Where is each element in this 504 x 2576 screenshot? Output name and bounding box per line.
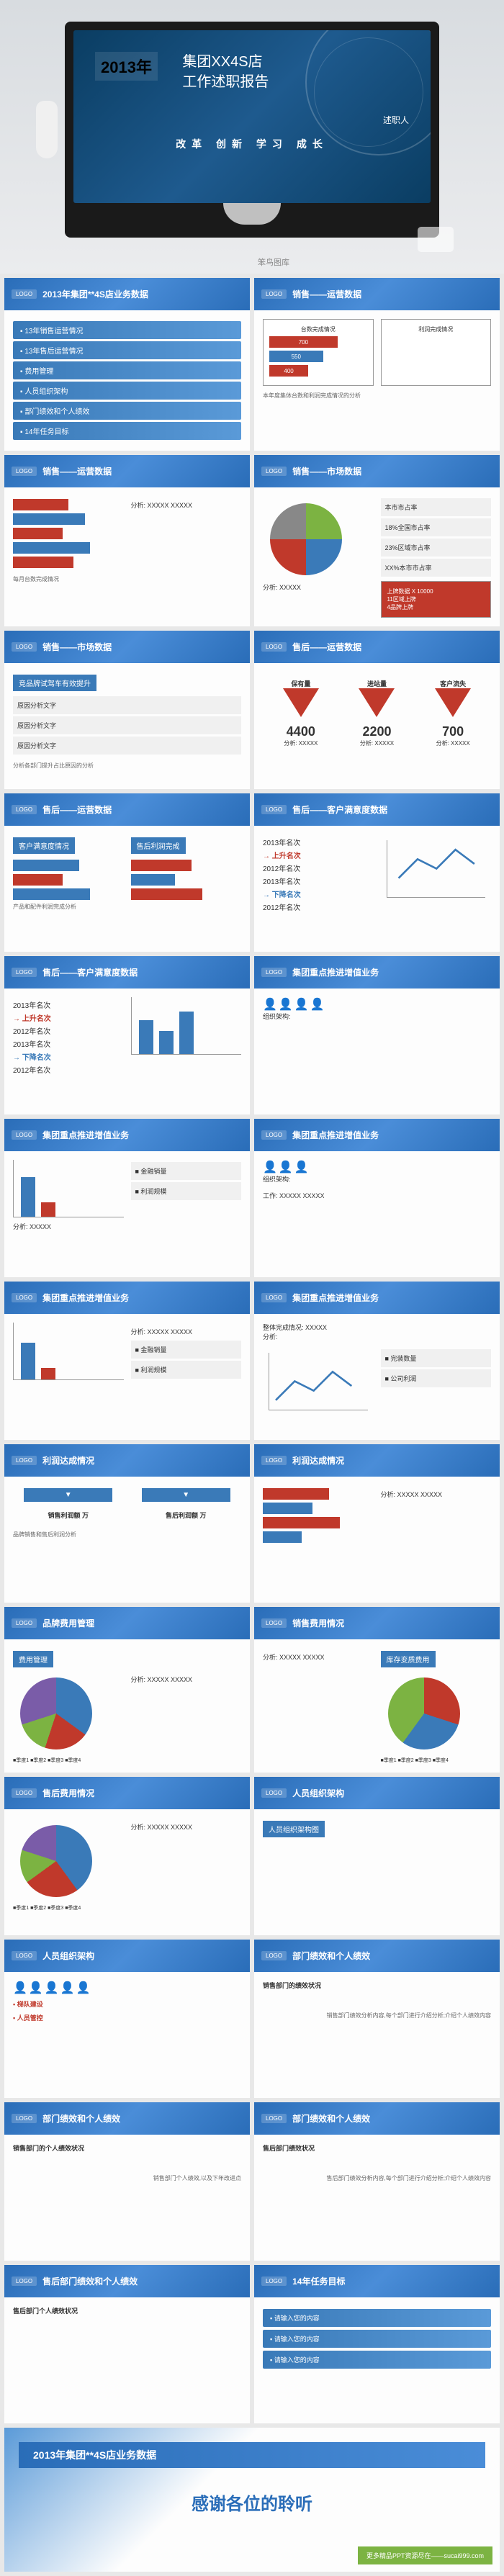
- slide-aftersales-kpi: LOGO售后——运营数据 保有量4400分析: XXXXX进站量2200分析: …: [254, 631, 500, 789]
- toc-item: ▪ 人员组织架构: [13, 382, 241, 400]
- slide-value-1: LOGO集团重点推进增值业务 👤👤👤👤 组织架构:: [254, 956, 500, 1114]
- slide-satisfaction-2: LOGO售后——客户满意度数据 2013年名次→ 上升名次2012年名次2013…: [4, 956, 250, 1114]
- slide-title: 2013年集团**4S店业务数据: [42, 288, 148, 300]
- slide-title: 售后——客户满意度数据: [292, 803, 387, 816]
- slide-title: 销售费用情况: [292, 1617, 344, 1629]
- slide-cost-1: LOGO品牌费用管理 费用管理 ■季度1 ■季度2 ■季度3 ■季度4 分析: …: [4, 1607, 250, 1773]
- toc-item: ▪ 14年任务目标: [13, 422, 241, 440]
- toc-item: ▪ 部门绩效和个人绩效: [13, 402, 241, 420]
- slide-title: 售后——运营数据: [42, 803, 112, 816]
- thanks-text: 感谢各位的聆听: [4, 2490, 500, 2515]
- toc-item: ▪ 费用管理: [13, 361, 241, 379]
- toc-item: ▪ 13年销售运营情况: [13, 321, 241, 339]
- market-pie: [270, 503, 342, 575]
- slide-aftersales-2: LOGO售后——运营数据 客户满意度情况 售后利润完成 产品和配件利润完成分析: [4, 793, 250, 952]
- hero-title: 集团XX4S店 工作述职报告: [182, 52, 269, 92]
- slide-perf-4: LOGO售后部门绩效和个人绩效 售后部门个人绩效状况: [4, 2265, 250, 2423]
- people-icons: 👤👤👤👤: [263, 997, 491, 1012]
- vbar-chart: [13, 1160, 124, 1217]
- slide-sales-data-1: LOGO销售——运营数据 台数完成情况 700550400 利润完成情况 本年度…: [254, 278, 500, 451]
- slide-satisfaction-1: LOGO售后——客户满意度数据 2013年名次→ 上升名次2012年名次2013…: [254, 793, 500, 952]
- slide-value-5: LOGO集团重点推进增值业务 整体完成情况: XXXXX 分析: ■ 完装数量■…: [254, 1282, 500, 1440]
- slide-title: 售后费用情况: [42, 1787, 94, 1799]
- slide-title: 14年任务目标: [292, 2275, 345, 2287]
- slide-title: 人员组织架构: [292, 1787, 344, 1799]
- slide-title: 销售——市场数据: [42, 641, 112, 653]
- slide-goals: LOGO14年任务目标 ▪ 请输入您的内容▪ 请输入您的内容▪ 请输入您的内容: [254, 2265, 500, 2423]
- slide-value-4: LOGO集团重点推进增值业务 分析: XXXXX XXXXX ■ 金融销量■ 利…: [4, 1282, 250, 1440]
- line-chart: [387, 840, 486, 898]
- title-screen: 2013年 集团XX4S店 工作述职报告 述职人 改革 创新 学习 成长: [73, 30, 431, 203]
- hero-section: 2013年 集团XX4S店 工作述职报告 述职人 改革 创新 学习 成长 笨鸟图…: [0, 0, 504, 274]
- vbar-chart: [13, 1323, 124, 1380]
- slide-profit-2: LOGO利润达成情况 分析: XXXXX XXXXX: [254, 1444, 500, 1603]
- slide-perf-3: LOGO部门绩效和个人绩效 售后部门绩效状况售后部门绩效分析内容,每个部门进行介…: [254, 2102, 500, 2261]
- slide-title: 售后部门绩效和个人绩效: [42, 2275, 138, 2287]
- slide-market-1: LOGO销售——市场数据 分析: XXXXX 本市市占率18%全国市占率23%区…: [254, 455, 500, 626]
- slide-title: 利润达成情况: [42, 1454, 94, 1467]
- presenter-label: 述职人: [95, 114, 409, 126]
- toc-item: ▪ 13年售后运营情况: [13, 341, 241, 359]
- slide-toc: LOGO 2013年集团**4S店业务数据 ▪ 13年销售运营情况 ▪ 13年售后运…: [4, 278, 250, 451]
- vase-decoration: [29, 58, 65, 158]
- slide-value-3: LOGO集团重点推进增值业务 👤👤👤 组织架构: 工作: XXXXX XXXXX: [254, 1119, 500, 1277]
- slide-title: 售后——运营数据: [292, 641, 361, 653]
- slide-market-2: LOGO销售——市场数据 竞品牌试驾车有效提升 原因分析文字原因分析文字原因分析…: [4, 631, 250, 789]
- slide-title: 集团重点推进增值业务: [42, 1129, 129, 1141]
- vbar-chart: [131, 997, 242, 1055]
- year-badge: 2013年: [95, 52, 158, 81]
- slide-title: 销售——运营数据: [42, 465, 112, 477]
- slide-org-2: LOGO人员组织架构 👤👤👤👤👤 ▪ 梯队建设 ▪ 人员管控: [4, 1940, 250, 2098]
- thanks-banner: 2013年集团**4S店业务数据: [19, 2442, 485, 2468]
- slide-title: 销售——市场数据: [292, 465, 361, 477]
- slide-cost-3: LOGO售后费用情况 ■季度1 ■季度2 ■季度3 ■季度4 分析: XXXXX…: [4, 1777, 250, 1935]
- slide-title: 销售——运营数据: [292, 288, 361, 300]
- slide-perf-2: LOGO部门绩效和个人绩效 销售部门的个人绩效状况销售部门个人绩效,以及下年改进…: [4, 2102, 250, 2261]
- slide-title: 利润达成情况: [292, 1454, 344, 1467]
- cost-pie: [388, 1677, 460, 1749]
- slide-perf-1: LOGO部门绩效和个人绩效 销售部门的绩效状况销售部门绩效分析内容,每个部门进行…: [254, 1940, 500, 2098]
- slide-title: 人员组织架构: [42, 1950, 94, 1962]
- slide-title: 售后——客户满意度数据: [42, 966, 138, 978]
- slide-title: 集团重点推进增值业务: [292, 1129, 379, 1141]
- cost-pie: [20, 1825, 92, 1897]
- logo-badge: LOGO: [12, 289, 37, 299]
- slide-title: 集团重点推进增值业务: [42, 1292, 129, 1304]
- slide-thanks: 2013年集团**4S店业务数据 感谢各位的聆听 更多精品PPT资源尽在——su…: [4, 2428, 500, 2572]
- footer-link: 更多精品PPT资源尽在——sucai999.com: [358, 2546, 492, 2564]
- slide-value-2: LOGO集团重点推进增值业务 分析: XXXXX ■ 金融销量■ 利润规模: [4, 1119, 250, 1277]
- slide-title: 集团重点推进增值业务: [292, 966, 379, 978]
- slide-title: 部门绩效和个人绩效: [42, 2112, 120, 2125]
- slide-title: 部门绩效和个人绩效: [292, 1950, 370, 1962]
- slide-profit-1: LOGO利润达成情况 ▼销售利润额 万 ▼售后利润额 万 品牌销售和售后利润分析: [4, 1444, 250, 1603]
- cost-pie: [20, 1677, 92, 1749]
- slide-cost-2: LOGO销售费用情况 分析: XXXXX XXXXX 库存变质费用■季度1 ■季…: [254, 1607, 500, 1773]
- slide-title: 品牌费用管理: [42, 1617, 94, 1629]
- monitor-frame: 2013年 集团XX4S店 工作述职报告 述职人 改革 创新 学习 成长: [65, 22, 439, 238]
- pencils-decoration: [418, 209, 461, 252]
- slide-sales-data-2: LOGO销售——运营数据 分析: XXXXX XXXXX 每月台数完成情况: [4, 455, 250, 626]
- watermark: 笨鸟图库: [22, 256, 504, 268]
- hero-tags: 改革 创新 学习 成长: [95, 137, 409, 151]
- slides-grid: LOGO 2013年集团**4S店业务数据 ▪ 13年销售运营情况 ▪ 13年售后运…: [0, 274, 504, 2576]
- slide-org-1: LOGO人员组织架构 人员组织架构图: [254, 1777, 500, 1935]
- slide-title: 部门绩效和个人绩效: [292, 2112, 370, 2125]
- slide-title: 集团重点推进增值业务: [292, 1292, 379, 1304]
